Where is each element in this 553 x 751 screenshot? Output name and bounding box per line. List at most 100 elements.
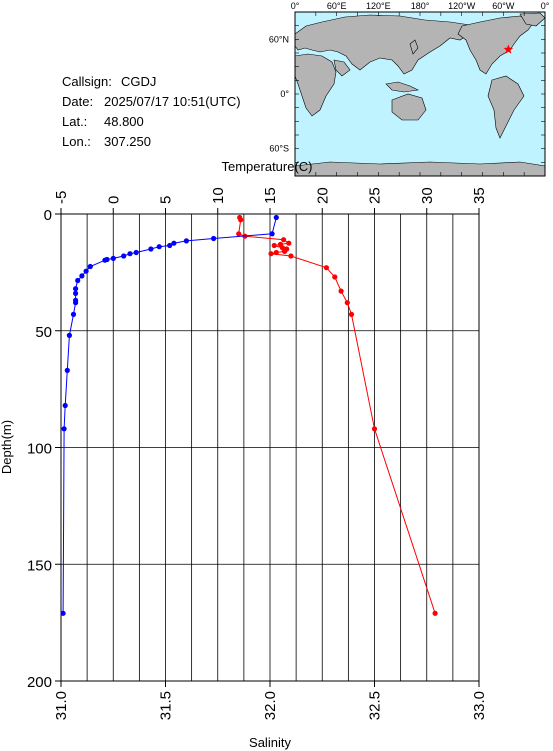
lon-label: Lon.: bbox=[62, 134, 91, 149]
salinity-tick-label: 33.0 bbox=[471, 691, 488, 720]
map-lon-label: 0° bbox=[541, 1, 550, 11]
temperature-tick-label: -5 bbox=[53, 191, 70, 204]
salinity-point bbox=[75, 277, 81, 284]
depth-axis-title: Depth(m) bbox=[0, 420, 14, 474]
temperature-point bbox=[288, 253, 294, 259]
salinity-point bbox=[73, 286, 79, 292]
depth-axis: 0 50 100 150 200 bbox=[27, 207, 61, 691]
temperature-tick-label: 0 bbox=[105, 196, 122, 204]
map-lon-label: 180° bbox=[411, 1, 430, 11]
profile-plot: -5 0 5 10 15 20 25 30 35 31.0 31.5 32.0 32.5 33.0 05… bbox=[0, 159, 488, 750]
salinity-point bbox=[61, 426, 67, 432]
map-left-labels: 60°N 0° 60°S bbox=[269, 34, 290, 153]
salinity-point bbox=[66, 332, 72, 338]
salinity-point bbox=[64, 367, 70, 373]
date-value: 2025/07/17 10:51(UTC) bbox=[104, 94, 241, 109]
salinity-point bbox=[127, 251, 133, 257]
temperature-point bbox=[344, 300, 350, 306]
temperature-tick-label: 10 bbox=[210, 187, 227, 204]
salinity-point bbox=[102, 257, 108, 263]
salinity-point bbox=[62, 402, 68, 409]
salinity-tick-label: 31.0 bbox=[53, 691, 70, 720]
salinity-point bbox=[269, 231, 275, 237]
date-label: Date: bbox=[62, 94, 93, 109]
temperature-point bbox=[281, 237, 287, 243]
world-map-inset: 0° 60°E 120°E 180° 120°W 60°W 0° 60°N 0° 60°S bbox=[269, 1, 550, 177]
map-land-eurasia bbox=[294, 14, 479, 75]
temperature-tick-label: 35 bbox=[471, 187, 488, 204]
plot-grid bbox=[61, 214, 479, 681]
depth-tick-label: 100 bbox=[27, 441, 52, 458]
temperature-point bbox=[236, 231, 242, 237]
temperature-point bbox=[268, 251, 274, 257]
map-lat-label: 0° bbox=[280, 89, 289, 99]
map-lat-label: 60°S bbox=[269, 144, 289, 154]
salinity-point bbox=[70, 311, 77, 317]
series-layer bbox=[60, 214, 438, 616]
temperature-axis: -5 0 5 10 15 20 25 30 35 bbox=[53, 187, 488, 214]
salinity-profile-line bbox=[62, 217, 277, 614]
map-land-africa bbox=[294, 53, 337, 117]
depth-tick-label: 50 bbox=[35, 324, 52, 341]
salinity-point bbox=[183, 238, 189, 244]
salinity-tick-label: 32.5 bbox=[367, 691, 384, 720]
temperature-axis-title: Temperature(C) bbox=[221, 159, 312, 174]
temperature-point bbox=[286, 240, 292, 246]
salinity-tick-label: 32.0 bbox=[262, 691, 279, 720]
map-land-australia bbox=[391, 93, 427, 121]
depth-tick-label: 150 bbox=[27, 557, 52, 574]
map-lon-label: 60°E bbox=[327, 1, 347, 11]
salinity-point bbox=[121, 253, 127, 259]
temperature-tick-label: 25 bbox=[367, 187, 384, 204]
temperature-point bbox=[323, 265, 329, 271]
salinity-point bbox=[211, 235, 217, 242]
map-ticks bbox=[294, 11, 546, 177]
depth-tick-label: 200 bbox=[27, 674, 52, 691]
salinity-point bbox=[73, 300, 79, 306]
map-land-south-america bbox=[487, 75, 525, 139]
salinity-point bbox=[167, 242, 173, 249]
temperature-point bbox=[271, 242, 277, 249]
temperature-tick-label: 20 bbox=[314, 187, 331, 204]
temperature-point bbox=[238, 217, 244, 223]
temperature-point bbox=[273, 249, 279, 256]
map-lon-label: 60°W bbox=[492, 1, 515, 11]
temperature-point bbox=[371, 426, 378, 432]
map-land-indonesia bbox=[385, 81, 419, 93]
map-lat-label: 60°N bbox=[269, 34, 289, 44]
temperature-point bbox=[348, 311, 355, 317]
salinity-axis: 31.0 31.5 32.0 32.5 33.0 bbox=[53, 681, 488, 720]
lon-value: 307.250 bbox=[104, 134, 151, 149]
temperature-tick-label: 30 bbox=[419, 187, 436, 204]
callsign-label: Callsign: bbox=[62, 74, 112, 89]
salinity-point bbox=[148, 246, 154, 252]
salinity-point bbox=[83, 268, 89, 274]
temperature-tick-label: 15 bbox=[262, 187, 279, 204]
map-lon-label: 0° bbox=[291, 1, 300, 11]
temperature-point bbox=[338, 288, 344, 294]
callsign-value: CGDJ bbox=[121, 74, 156, 89]
lat-label: Lat.: bbox=[62, 114, 87, 129]
station-star-icon bbox=[503, 44, 514, 54]
temperature-tick-label: 5 bbox=[158, 196, 175, 204]
map-top-labels: 0° 60°E 120°E 180° 120°W 60°W 0° bbox=[291, 1, 550, 11]
map-lon-label: 120°E bbox=[366, 1, 391, 11]
temperature-point bbox=[432, 610, 438, 616]
station-marker bbox=[503, 44, 514, 54]
map-land-arabia bbox=[333, 59, 351, 77]
salinity-point bbox=[110, 255, 116, 261]
map-land-japan bbox=[409, 39, 419, 55]
salinity-axis-title: Salinity bbox=[249, 735, 291, 750]
depth-tick-label: 0 bbox=[44, 207, 52, 224]
salinity-point bbox=[133, 249, 139, 256]
temperature-point bbox=[282, 248, 288, 254]
map-land-north-america bbox=[457, 15, 535, 75]
salinity-point bbox=[87, 263, 93, 270]
salinity-tick-label: 31.5 bbox=[158, 691, 175, 720]
map-land bbox=[294, 12, 546, 177]
salinity-point bbox=[60, 610, 66, 616]
salinity-point bbox=[73, 290, 79, 296]
station-info: Callsign: CGDJ Date: 2025/07/17 10:51(UT… bbox=[62, 74, 241, 149]
map-land-greenland bbox=[519, 12, 546, 27]
temperature-point bbox=[332, 274, 338, 280]
